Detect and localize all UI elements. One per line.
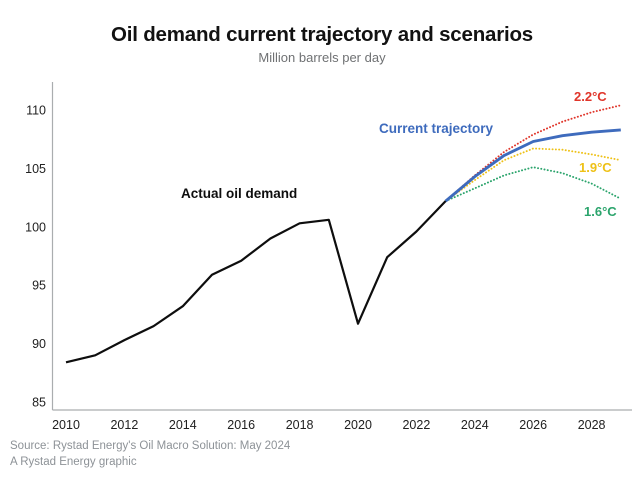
y-tick-label: 85: [32, 396, 46, 410]
y-tick-label: 90: [32, 337, 46, 351]
annotation-current-trajectory: Current trajectory: [379, 121, 494, 136]
annotation-actual-oil-demand: Actual oil demand: [181, 186, 298, 201]
source-line: Source: Rystad Energy's Oil Macro Soluti…: [10, 440, 291, 452]
x-tick-label: 2018: [286, 418, 314, 432]
current-trajectory-line: [444, 128, 621, 203]
y-tick-label: 95: [32, 279, 46, 293]
x-tick-label: 2020: [344, 418, 372, 432]
x-tick-label: 2012: [110, 418, 138, 432]
chart-title: Oil demand current trajectory and scenar…: [110, 23, 534, 46]
x-tick-label: 2010: [52, 418, 80, 432]
y-tick-label: 105: [25, 162, 46, 176]
scenario-2-2c-line: [444, 104, 622, 203]
annotation-scenario-1-6c: 1.6°C: [584, 204, 617, 219]
source-credit: Source: Rystad Energy's Oil Macro Soluti…: [10, 438, 290, 470]
y-tick-label: 110: [26, 104, 46, 118]
x-tick-label: 2028: [578, 418, 606, 432]
scenario-1-6c-line: [444, 166, 622, 203]
x-tick-label: 2016: [227, 418, 255, 432]
x-tick-label: 2026: [519, 418, 547, 432]
y-tick-label: 100: [25, 220, 46, 234]
scenario-1-9c-line: [444, 147, 622, 203]
credit-line: A Rystad Energy graphic: [10, 456, 137, 468]
x-tick-label: 2014: [169, 418, 197, 432]
annotation-scenario-2-2c: 2.2°C: [574, 89, 607, 104]
chart-subtitle: Million barrels per day: [258, 50, 386, 65]
actual-oil-demand-line: [65, 200, 447, 364]
x-tick-label: 2022: [402, 418, 430, 432]
annotation-scenario-1-9c: 1.9°C: [579, 160, 612, 175]
x-tick-label: 2024: [461, 418, 489, 432]
